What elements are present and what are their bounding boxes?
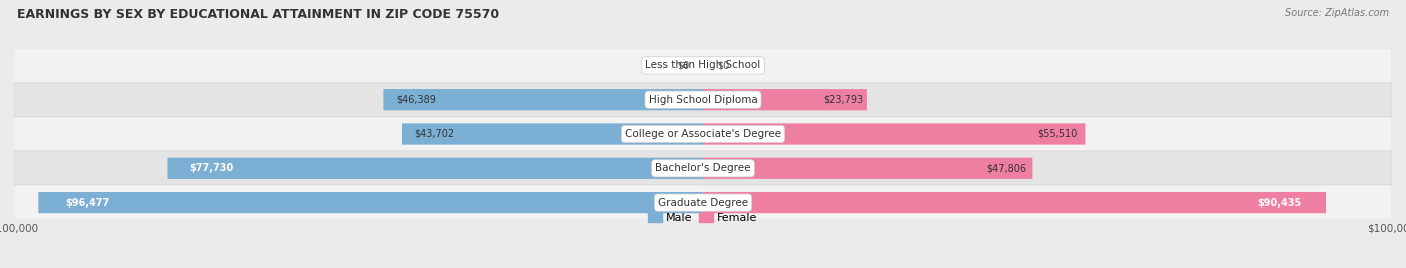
- Text: College or Associate's Degree: College or Associate's Degree: [626, 129, 780, 139]
- Legend: Male, Female: Male, Female: [644, 209, 762, 228]
- Text: Bachelor's Degree: Bachelor's Degree: [655, 163, 751, 173]
- Text: $96,477: $96,477: [65, 198, 110, 208]
- FancyBboxPatch shape: [14, 117, 1392, 151]
- FancyBboxPatch shape: [14, 48, 1392, 83]
- Text: $46,389: $46,389: [396, 95, 436, 105]
- Text: $90,435: $90,435: [1257, 198, 1301, 208]
- Text: $43,702: $43,702: [413, 129, 454, 139]
- FancyBboxPatch shape: [384, 89, 703, 110]
- FancyBboxPatch shape: [14, 151, 1392, 185]
- FancyBboxPatch shape: [38, 192, 703, 213]
- FancyBboxPatch shape: [703, 89, 868, 110]
- FancyBboxPatch shape: [703, 123, 1085, 145]
- FancyBboxPatch shape: [402, 123, 703, 145]
- FancyBboxPatch shape: [14, 185, 1392, 220]
- Text: EARNINGS BY SEX BY EDUCATIONAL ATTAINMENT IN ZIP CODE 75570: EARNINGS BY SEX BY EDUCATIONAL ATTAINMEN…: [17, 8, 499, 21]
- FancyBboxPatch shape: [703, 158, 1032, 179]
- FancyBboxPatch shape: [703, 192, 1326, 213]
- Text: $77,730: $77,730: [188, 163, 233, 173]
- Text: Less than High School: Less than High School: [645, 60, 761, 70]
- FancyBboxPatch shape: [167, 158, 703, 179]
- Text: $55,510: $55,510: [1038, 129, 1078, 139]
- Text: $47,806: $47,806: [986, 163, 1026, 173]
- Text: $0: $0: [717, 60, 730, 70]
- Text: Graduate Degree: Graduate Degree: [658, 198, 748, 208]
- Text: Source: ZipAtlas.com: Source: ZipAtlas.com: [1285, 8, 1389, 18]
- Text: High School Diploma: High School Diploma: [648, 95, 758, 105]
- Text: $0: $0: [676, 60, 689, 70]
- Text: $23,793: $23,793: [824, 95, 863, 105]
- FancyBboxPatch shape: [14, 83, 1392, 117]
